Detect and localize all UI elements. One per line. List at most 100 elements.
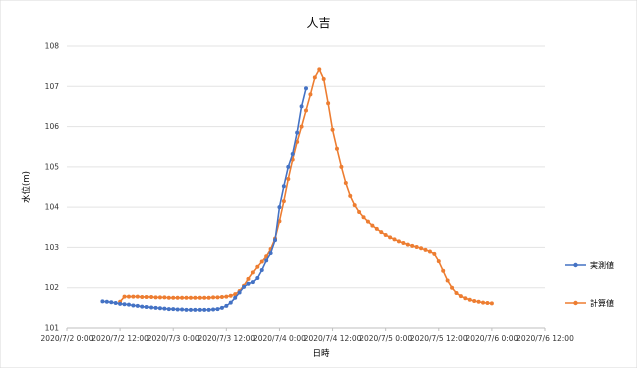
data-point bbox=[202, 307, 207, 312]
gridlines bbox=[66, 45, 546, 331]
data-point bbox=[135, 294, 140, 299]
y-tick-label: 101 bbox=[45, 324, 60, 333]
data-point bbox=[144, 294, 149, 299]
data-point bbox=[312, 75, 317, 80]
x-tick-label: 2020/7/6 0:00 bbox=[465, 334, 518, 343]
data-point bbox=[202, 295, 207, 300]
data-point bbox=[401, 241, 406, 245]
data-point bbox=[175, 295, 180, 300]
data-point bbox=[109, 300, 114, 305]
data-point bbox=[122, 294, 127, 299]
data-point bbox=[352, 203, 357, 208]
data-point bbox=[304, 108, 308, 113]
data-point bbox=[339, 164, 344, 169]
data-point bbox=[405, 242, 410, 247]
data-point bbox=[157, 295, 162, 300]
x-tick-label: 2020/7/2 0:00 bbox=[41, 334, 94, 343]
data-point bbox=[361, 215, 366, 220]
y-tick-labels: 101 102 103 104 105 106 107 108 bbox=[45, 42, 60, 333]
data-point bbox=[281, 184, 286, 189]
data-point bbox=[197, 307, 202, 312]
data-point bbox=[396, 239, 401, 244]
series-layer bbox=[100, 67, 494, 312]
x-tick-label: 2020/7/4 0:00 bbox=[253, 334, 306, 343]
data-point bbox=[233, 295, 238, 300]
data-point bbox=[458, 294, 463, 299]
data-point bbox=[175, 307, 180, 312]
x-tick-label: 2020/7/5 0:00 bbox=[359, 334, 412, 343]
data-point bbox=[228, 300, 233, 305]
x-tick-label: 2020/7/4 12:00 bbox=[304, 334, 362, 343]
data-point bbox=[432, 251, 437, 256]
data-point bbox=[157, 306, 162, 311]
y-tick-label: 106 bbox=[45, 122, 60, 131]
data-point bbox=[126, 302, 131, 307]
data-point bbox=[131, 294, 136, 299]
y-tick-label: 108 bbox=[45, 42, 60, 51]
data-point bbox=[259, 267, 264, 272]
data-point bbox=[250, 280, 255, 285]
x-axis-title: 日時 bbox=[312, 349, 330, 359]
x-tick-label: 2020/7/2 12:00 bbox=[91, 334, 149, 343]
data-point bbox=[286, 164, 291, 169]
data-point bbox=[153, 305, 158, 310]
x-tick-label: 2020/7/5 12:00 bbox=[410, 334, 468, 343]
data-point bbox=[122, 302, 127, 307]
data-point bbox=[197, 295, 202, 300]
y-axis-title: 水位(m) bbox=[21, 171, 32, 203]
data-point bbox=[481, 300, 486, 305]
data-point bbox=[233, 292, 238, 297]
data-point bbox=[441, 268, 446, 273]
data-point bbox=[277, 205, 282, 210]
data-point bbox=[149, 305, 154, 310]
data-point bbox=[171, 307, 176, 312]
data-point bbox=[206, 295, 211, 300]
data-point bbox=[264, 258, 269, 263]
data-point bbox=[308, 92, 313, 97]
data-point bbox=[281, 199, 286, 204]
data-point bbox=[365, 219, 370, 224]
data-point bbox=[211, 307, 216, 312]
y-tick-label: 107 bbox=[45, 82, 60, 91]
data-point bbox=[104, 299, 109, 304]
data-point bbox=[224, 294, 229, 299]
data-point bbox=[450, 285, 455, 290]
data-point bbox=[193, 295, 198, 300]
data-point bbox=[290, 151, 295, 156]
legend-item: 実測値 bbox=[565, 260, 614, 270]
data-point bbox=[343, 180, 348, 185]
data-point bbox=[334, 146, 339, 151]
data-point bbox=[246, 281, 251, 286]
data-point bbox=[321, 77, 326, 82]
y-tick-label: 103 bbox=[45, 243, 60, 252]
data-point bbox=[370, 223, 375, 228]
data-point bbox=[357, 209, 362, 214]
data-point bbox=[211, 295, 216, 300]
data-point bbox=[140, 304, 145, 309]
data-point bbox=[414, 245, 419, 250]
data-point bbox=[472, 299, 477, 304]
data-point bbox=[427, 249, 432, 254]
data-point bbox=[242, 284, 247, 289]
data-point bbox=[383, 232, 388, 237]
legend-label: 実測値 bbox=[590, 260, 614, 270]
y-tick-label: 102 bbox=[45, 283, 60, 292]
legend-swatch-marker bbox=[573, 300, 578, 306]
data-point bbox=[153, 295, 158, 300]
x-tick-label: 2020/7/3 0:00 bbox=[147, 334, 200, 343]
data-point bbox=[184, 295, 189, 300]
data-point bbox=[299, 104, 304, 109]
data-point bbox=[419, 246, 424, 251]
data-point bbox=[184, 307, 189, 312]
data-point bbox=[131, 303, 136, 308]
data-point bbox=[140, 294, 145, 299]
data-point bbox=[388, 235, 393, 240]
data-point bbox=[485, 301, 490, 306]
data-point bbox=[273, 238, 278, 243]
data-point bbox=[326, 101, 331, 106]
data-point bbox=[149, 294, 154, 299]
data-point bbox=[246, 276, 251, 281]
